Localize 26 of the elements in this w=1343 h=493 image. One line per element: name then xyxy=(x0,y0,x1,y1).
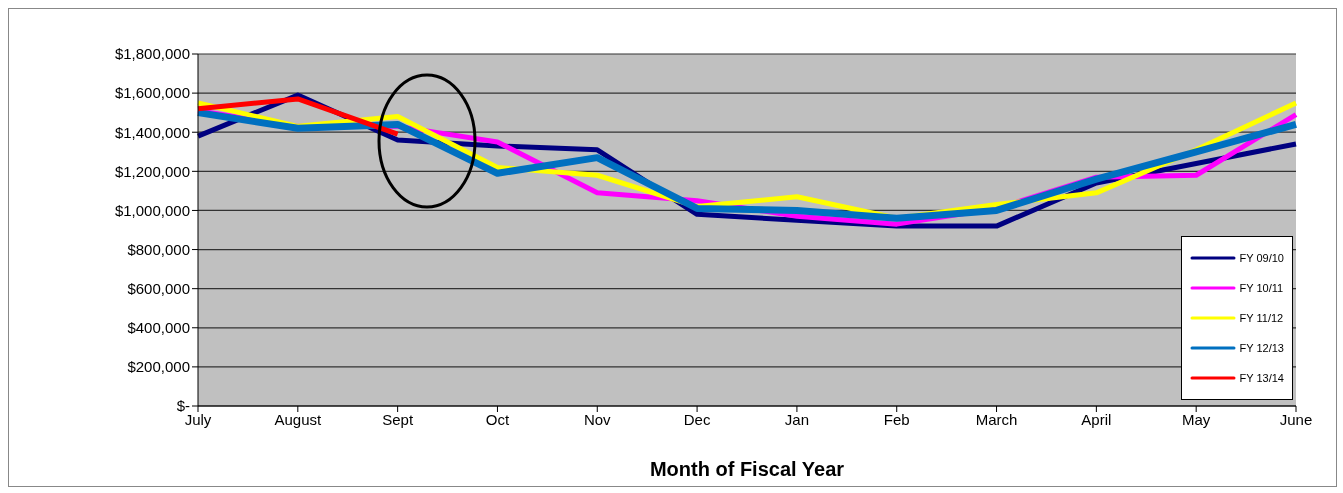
y-tick-label: $400,000 xyxy=(127,319,190,337)
x-tick-label: August xyxy=(274,410,322,428)
x-tick-label: March xyxy=(975,410,1018,428)
x-tick-label: Jan xyxy=(784,410,809,428)
legend-label: FY 09/10 xyxy=(1239,252,1284,264)
x-tick-label: Sept xyxy=(382,410,414,428)
legend-label: FY 11/12 xyxy=(1239,312,1284,324)
x-tick-label: Oct xyxy=(485,410,510,428)
x-tick-label: Nov xyxy=(583,410,612,428)
y-tick-label: $1,800,000 xyxy=(114,45,190,63)
y-tick-label: $1,400,000 xyxy=(114,123,190,141)
y-tick-label: $1,200,000 xyxy=(114,162,190,180)
y-tick-label: $200,000 xyxy=(127,358,190,376)
x-tick-label: Dec xyxy=(683,410,711,428)
legend-label: FY 13/14 xyxy=(1239,372,1284,384)
x-tick-label: April xyxy=(1081,410,1112,428)
y-tick-label: $600,000 xyxy=(127,279,190,297)
x-tick-label: May xyxy=(1182,410,1211,428)
x-tick-label: Feb xyxy=(883,410,910,428)
x-axis-title: Month of Fiscal Year xyxy=(649,458,845,480)
x-tick-label: June xyxy=(1279,410,1313,428)
legend-label: FY 12/13 xyxy=(1239,342,1284,354)
legend-label: FY 10/11 xyxy=(1239,282,1284,294)
y-tick-label: $1,000,000 xyxy=(114,201,190,219)
y-tick-label: $800,000 xyxy=(127,240,190,258)
y-tick-label: $1,600,000 xyxy=(114,84,190,102)
